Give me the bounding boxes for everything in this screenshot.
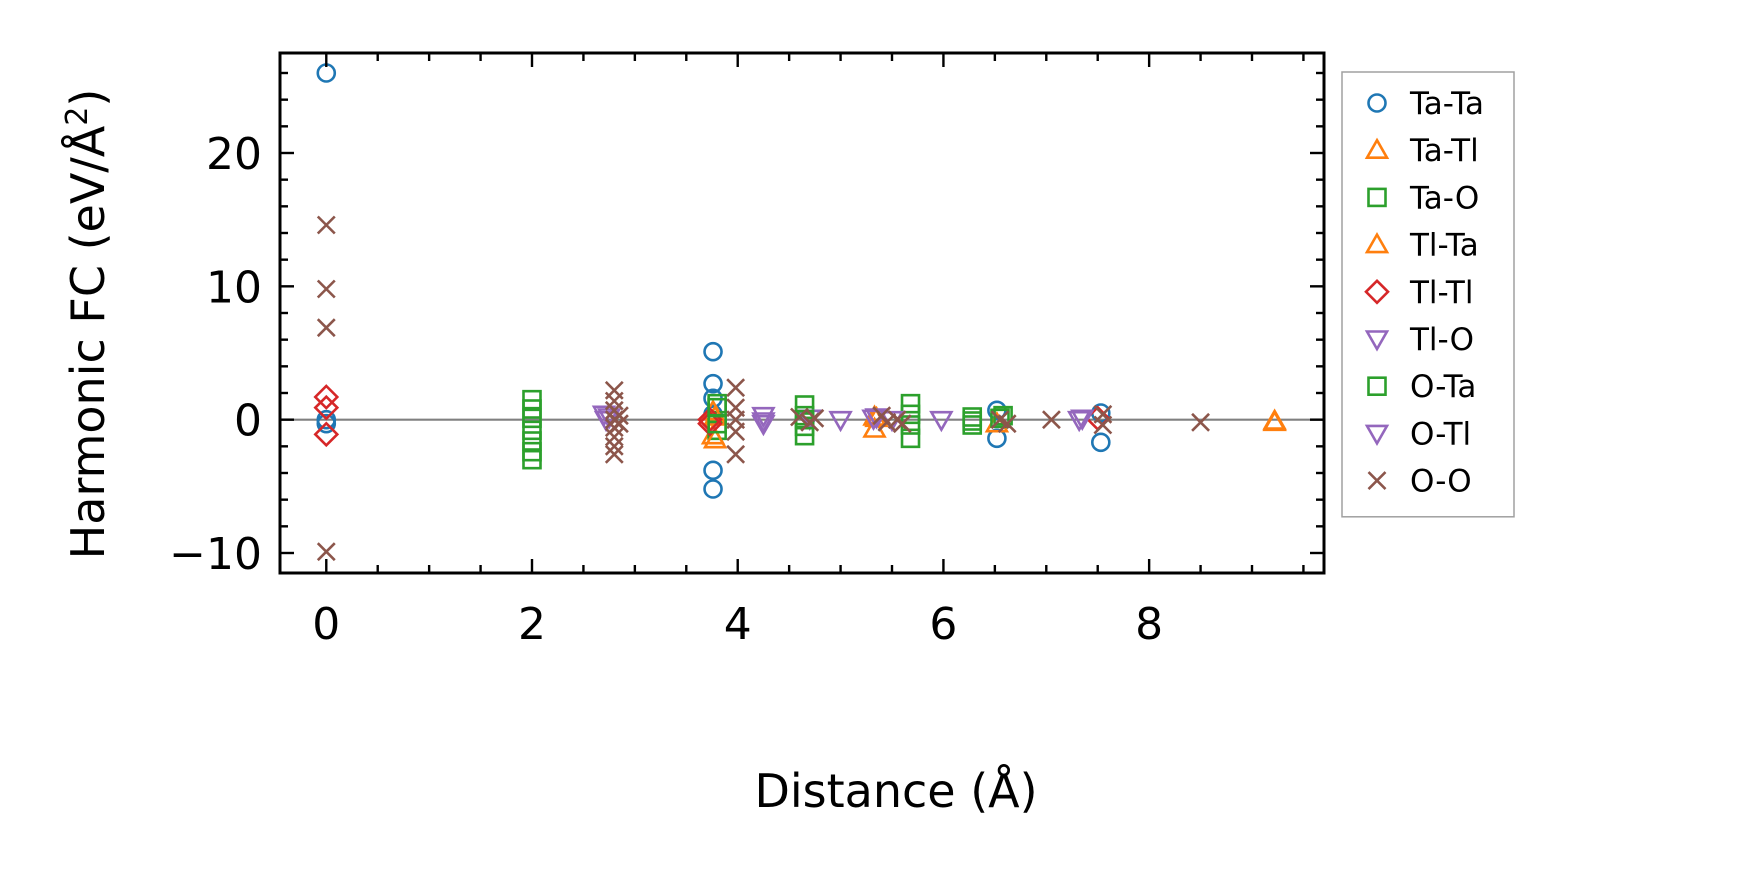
x-tick-label: 2 xyxy=(518,599,546,650)
data-point-o-o xyxy=(805,408,825,428)
legend-entry-tl-tl: Tl-Tl xyxy=(1364,275,1473,311)
data-point-tl-o xyxy=(828,410,853,433)
data-point-ta-ta xyxy=(1091,432,1111,453)
legend-label: Tl-O xyxy=(1409,322,1474,358)
data-point-ta-ta xyxy=(703,341,723,362)
legend-marker-ta-ta xyxy=(1367,93,1387,113)
data-point-tl-ta xyxy=(1262,408,1287,430)
data-point-tl-tl xyxy=(313,394,340,421)
data-point-o-o xyxy=(604,444,624,464)
data-point-tl-ta xyxy=(702,427,728,449)
data-point-ta-ta xyxy=(703,373,723,394)
x-axis-title: Distance (Å) xyxy=(754,764,1037,818)
legend-box xyxy=(1341,71,1515,518)
x-tick-label: 8 xyxy=(1135,599,1163,650)
legend-marker-ta-tl xyxy=(1364,137,1390,159)
data-point-ta-ta xyxy=(703,479,723,499)
x-tick-label: 0 xyxy=(312,599,340,650)
legend-marker-tl-o xyxy=(1364,330,1390,352)
data-point-ta-ta xyxy=(316,413,337,434)
legend-marker-o-o xyxy=(1367,471,1387,491)
data-point-o-ta xyxy=(707,413,727,434)
tick-labels-layer: 0 2 4 6 8 −10 0 10 20 xyxy=(169,129,1163,650)
data-point-tl-o xyxy=(1066,410,1092,433)
series-o-o xyxy=(316,215,1210,562)
data-point-ta-o xyxy=(522,408,542,429)
x-tick-label: 4 xyxy=(724,599,752,650)
data-point-o-o xyxy=(316,318,336,338)
data-point-ta-o xyxy=(522,431,542,451)
legend-marker-o-tl xyxy=(1364,424,1390,447)
data-point-o-o xyxy=(1191,412,1210,432)
x-tick-label: 6 xyxy=(929,599,957,650)
data-point-ta-tl xyxy=(862,416,887,438)
data-points-layer xyxy=(313,63,1287,562)
axes-layer xyxy=(278,51,1326,575)
legend-label: O-O xyxy=(1410,464,1472,500)
legend-label: Ta-O xyxy=(1409,180,1479,216)
data-point-o-ta xyxy=(962,411,983,431)
data-point-tl-tl xyxy=(697,410,723,437)
legend-marker-tl-ta xyxy=(1364,231,1390,254)
data-point-o-o xyxy=(726,378,746,398)
data-point-o-o xyxy=(997,414,1017,434)
data-point-ta-o xyxy=(522,449,542,470)
y-axis-title-superscript: 2 xyxy=(60,107,95,126)
data-point-o-o xyxy=(726,422,746,442)
y-axis-title-close: ) xyxy=(61,89,115,107)
y-tick-label: 10 xyxy=(206,262,262,313)
data-point-o-o xyxy=(610,406,629,426)
y-axis-title-main: Harmonic FC (eV/Å xyxy=(61,125,115,559)
data-point-o-o xyxy=(604,436,624,456)
legend-entry-o-tl: O-Tl xyxy=(1364,416,1471,452)
legend-label: O-Ta xyxy=(1410,369,1476,405)
legend-entry-o-ta: O-Ta xyxy=(1367,369,1476,405)
legend-entry-tl-o: Tl-O xyxy=(1364,322,1474,358)
data-point-o-o xyxy=(604,427,624,447)
legend-marker-tl-tl xyxy=(1364,278,1390,305)
legend: Ta-Ta Ta-Tl Ta-O Tl-Ta Tl-Tl Tl-O O-Ta O-Tl O-O xyxy=(1341,71,1515,518)
data-point-ta-o xyxy=(522,420,542,441)
data-point-o-o xyxy=(604,391,624,411)
legend-marker-o-ta xyxy=(1367,376,1387,397)
data-point-o-o xyxy=(316,542,336,562)
y-tick-label: 0 xyxy=(234,396,262,447)
data-point-ta-ta xyxy=(703,460,723,481)
legend-entry-o-o: O-O xyxy=(1367,464,1472,500)
legend-label: Tl-Ta xyxy=(1409,228,1479,264)
y-tick-label: 20 xyxy=(206,129,262,180)
data-point-o-o xyxy=(726,444,746,464)
data-point-tl-tl xyxy=(313,384,340,410)
legend-entry-ta-ta: Ta-Ta xyxy=(1367,86,1484,122)
data-point-o-o xyxy=(610,414,629,434)
data-point-ta-ta xyxy=(987,428,1007,449)
data-point-o-o xyxy=(316,279,336,299)
data-point-ta-o xyxy=(990,408,1010,429)
legend-entry-ta-o: Ta-O xyxy=(1367,180,1479,216)
data-point-o-o xyxy=(1093,415,1113,435)
y-tick-label: −10 xyxy=(169,529,262,580)
data-point-o-o xyxy=(316,215,336,235)
y-axis-title: Harmonic FC (eV/Å2) xyxy=(60,89,116,560)
legend-label: O-Tl xyxy=(1410,416,1471,452)
legend-label: Ta-Tl xyxy=(1409,133,1479,169)
data-point-o-o xyxy=(790,407,809,427)
legend-label: Tl-Tl xyxy=(1409,275,1473,311)
legend-entry-ta-tl: Ta-Tl xyxy=(1364,133,1479,169)
data-point-o-o xyxy=(892,414,912,434)
legend-label: Ta-Ta xyxy=(1409,86,1484,122)
data-point-o-tl xyxy=(1070,409,1095,431)
legend-marker-ta-o xyxy=(1367,187,1387,208)
data-point-tl-o xyxy=(929,410,954,433)
data-point-o-o xyxy=(1042,410,1061,430)
data-point-tl-tl xyxy=(313,421,340,448)
data-point-o-tl xyxy=(751,412,776,434)
data-point-ta-o xyxy=(900,393,921,414)
data-point-tl-o xyxy=(751,414,776,437)
data-point-ta-o xyxy=(900,428,921,449)
legend-entry-tl-ta: Tl-Ta xyxy=(1364,228,1479,264)
